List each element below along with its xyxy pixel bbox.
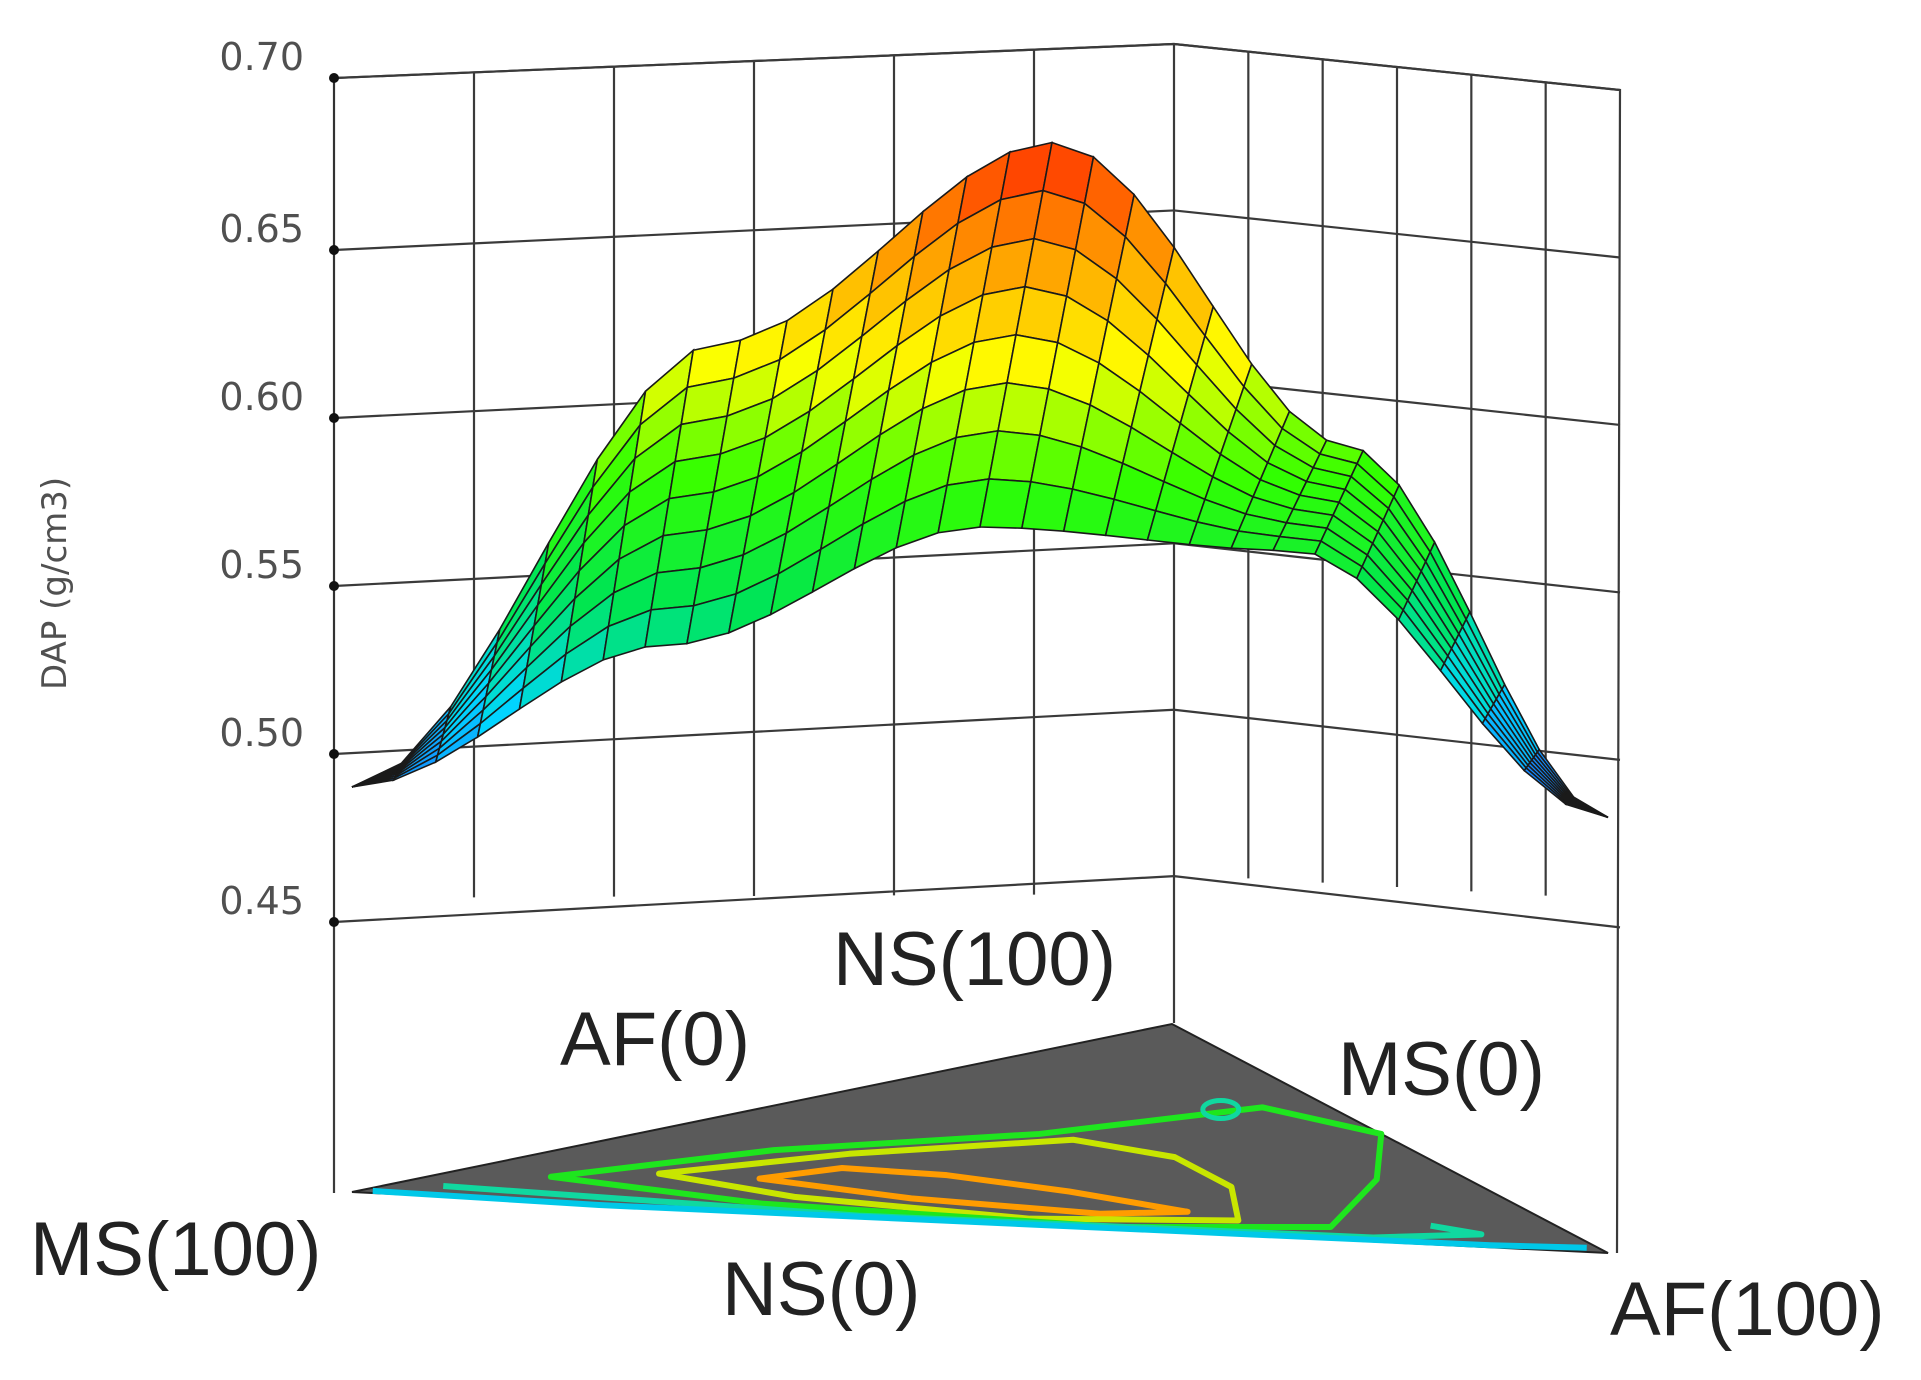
z-tick-mark bbox=[329, 581, 339, 591]
response-surface bbox=[351, 141, 1609, 819]
contour-center bbox=[1200, 1098, 1242, 1121]
z-tick-mark bbox=[329, 73, 339, 83]
surface-faces bbox=[351, 141, 1609, 819]
label-af-0: AF(0) bbox=[560, 997, 750, 1082]
label-ms-0: MS(0) bbox=[1338, 1027, 1545, 1112]
z-tick-label: 0.55 bbox=[219, 543, 304, 587]
mixture-triangle-base bbox=[351, 1022, 1609, 1254]
z-tick-mark bbox=[329, 245, 339, 255]
surface-cell bbox=[656, 528, 708, 574]
label-ns-100: NS(100) bbox=[833, 917, 1116, 1002]
contour-line bbox=[656, 1136, 1242, 1224]
contour-line bbox=[547, 1104, 1385, 1231]
z-axis-title: DAP (g/cm3) bbox=[35, 477, 75, 690]
label-ns-0: NS(0) bbox=[722, 1247, 920, 1332]
contour-line bbox=[756, 1165, 1191, 1217]
z-tick-label: 0.50 bbox=[219, 711, 304, 755]
z-tick-mark bbox=[329, 413, 339, 423]
z-tick-label: 0.70 bbox=[219, 35, 304, 79]
z-tick-mark bbox=[329, 749, 339, 759]
z-tick-label: 0.65 bbox=[219, 207, 304, 251]
surface-cell bbox=[662, 490, 715, 537]
surface-cell bbox=[650, 566, 702, 611]
surface-cell bbox=[1564, 802, 1609, 819]
label-af-100: AF(100) bbox=[1610, 1267, 1885, 1352]
label-ms-100: MS(100) bbox=[30, 1207, 321, 1292]
contour-line bbox=[372, 1187, 1587, 1251]
z-axis: 0.70 0.65 0.60 0.55 0.50 0.45 bbox=[219, 35, 339, 927]
z-tick-label: 0.45 bbox=[219, 879, 304, 923]
z-tick-mark bbox=[329, 917, 339, 927]
surface-cell bbox=[644, 604, 695, 648]
z-tick-label: 0.60 bbox=[219, 375, 304, 419]
wall-grid-line bbox=[1173, 875, 1621, 929]
